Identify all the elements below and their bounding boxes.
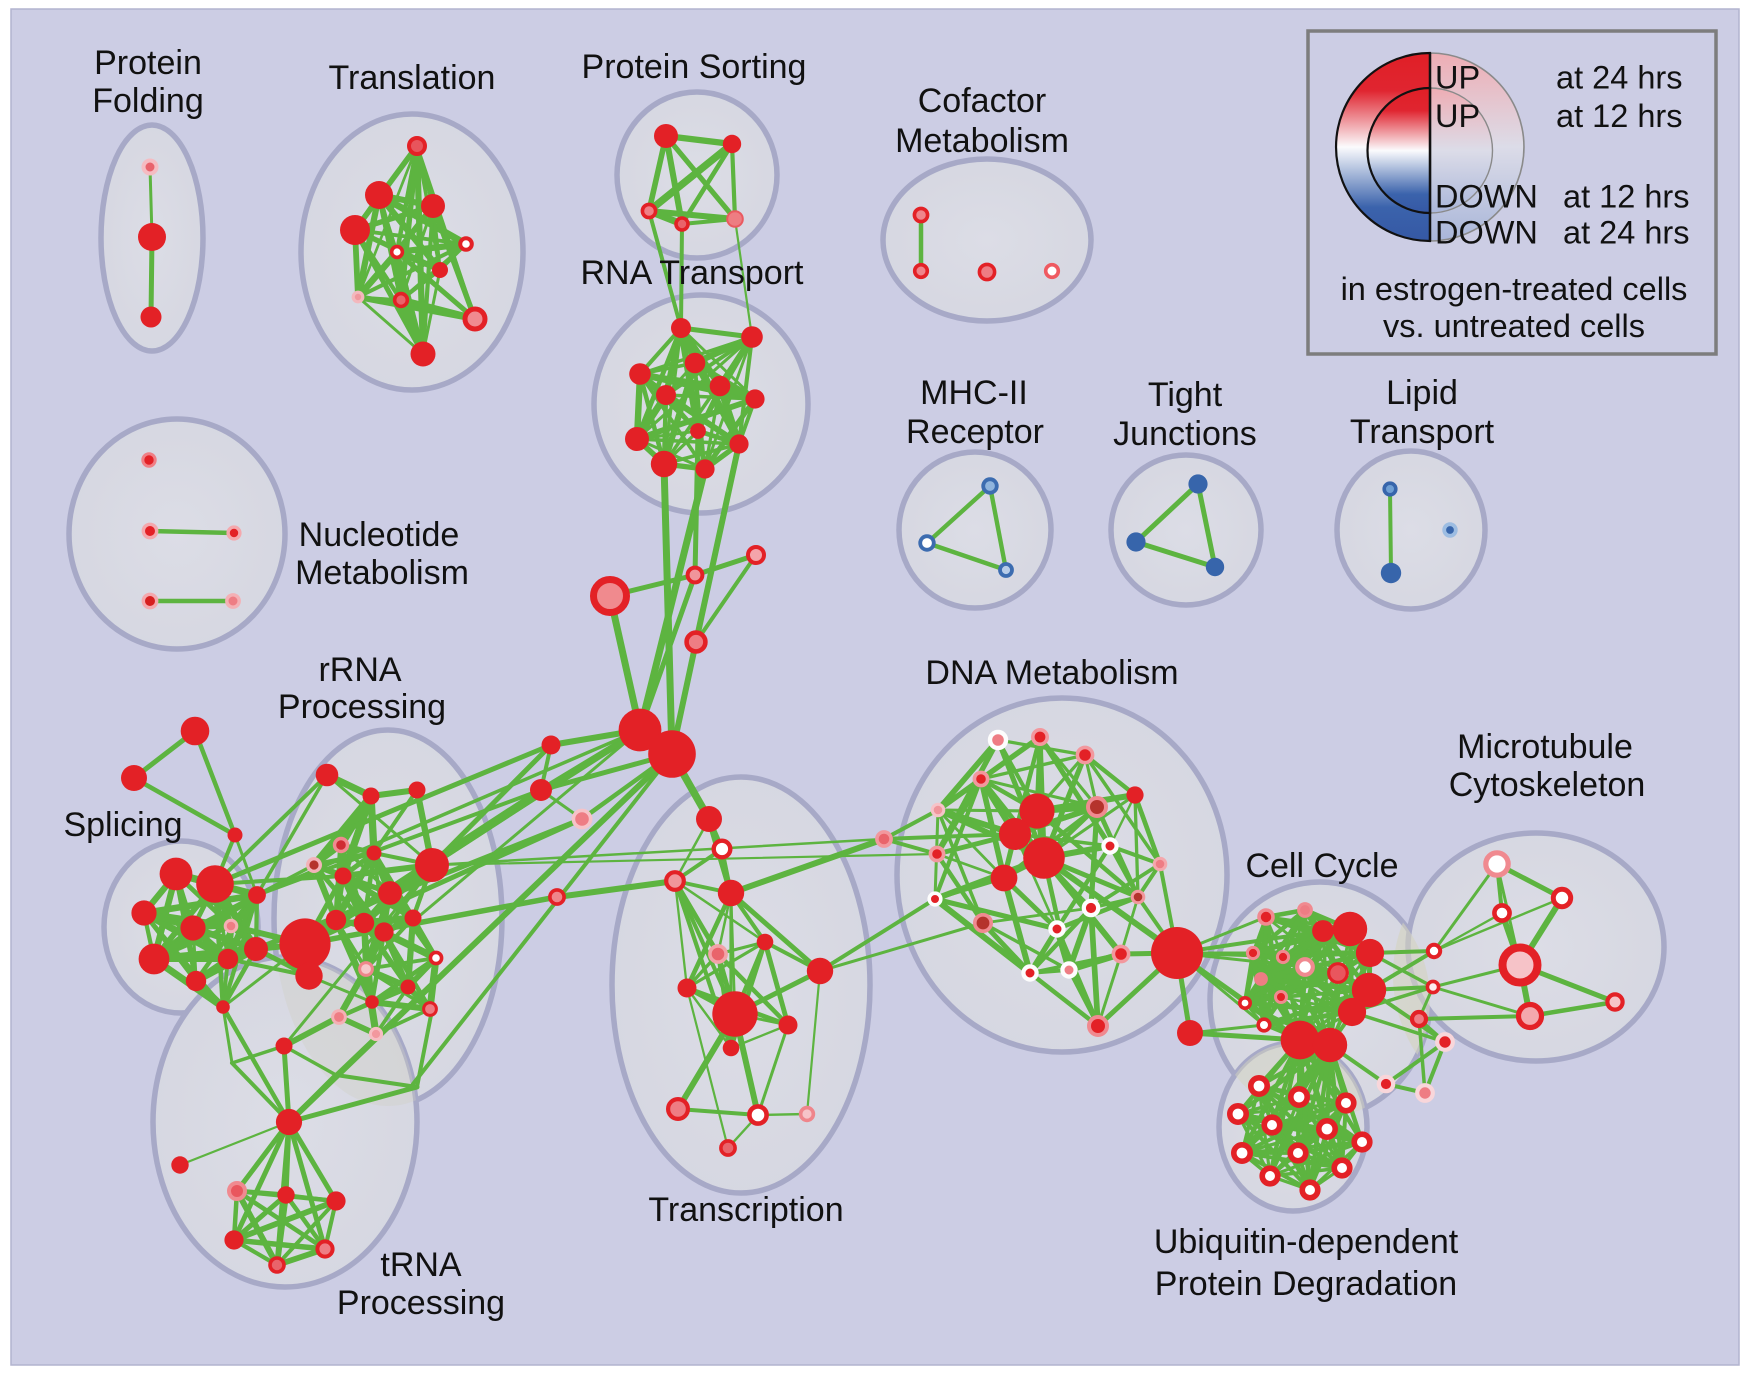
svg-text:Processing: Processing	[337, 1284, 505, 1322]
svg-text:Ubiquitin-dependent: Ubiquitin-dependent	[1154, 1223, 1459, 1261]
svg-text:Transport: Transport	[1350, 413, 1495, 451]
svg-text:Lipid: Lipid	[1386, 374, 1458, 412]
svg-text:vs. untreated cells: vs. untreated cells	[1383, 308, 1645, 344]
svg-text:Nucleotide: Nucleotide	[299, 516, 460, 554]
svg-text:Processing: Processing	[278, 688, 446, 726]
svg-text:Receptor: Receptor	[906, 413, 1044, 451]
svg-text:UP: UP	[1435, 60, 1480, 96]
svg-text:Cofactor: Cofactor	[918, 82, 1047, 120]
svg-text:Translation: Translation	[329, 59, 496, 97]
svg-text:Transcription: Transcription	[648, 1191, 843, 1229]
svg-text:rRNA: rRNA	[318, 651, 401, 689]
svg-text:DNA Metabolism: DNA Metabolism	[925, 654, 1178, 692]
svg-text:DOWN: DOWN	[1435, 179, 1538, 215]
svg-text:UP: UP	[1435, 98, 1480, 134]
svg-text:at 12 hrs: at 12 hrs	[1563, 179, 1689, 215]
svg-text:Cytoskeleton: Cytoskeleton	[1449, 766, 1646, 804]
svg-text:Protein: Protein	[94, 44, 202, 82]
svg-text:Microtubule: Microtubule	[1457, 728, 1633, 766]
svg-text:MHC-II: MHC-II	[920, 374, 1028, 412]
svg-text:DOWN: DOWN	[1435, 215, 1538, 251]
svg-text:in estrogen-treated cells: in estrogen-treated cells	[1341, 271, 1688, 307]
svg-text:Metabolism: Metabolism	[895, 122, 1069, 160]
svg-text:Folding: Folding	[92, 82, 204, 120]
svg-text:Splicing: Splicing	[63, 806, 182, 844]
svg-text:at 24 hrs: at 24 hrs	[1563, 215, 1689, 251]
svg-text:Protein Sorting: Protein Sorting	[582, 48, 807, 86]
svg-text:Cell Cycle: Cell Cycle	[1245, 847, 1398, 885]
svg-text:at 24 hrs: at 24 hrs	[1556, 60, 1682, 96]
svg-text:RNA Transport: RNA Transport	[581, 254, 805, 292]
svg-text:Protein Degradation: Protein Degradation	[1155, 1265, 1457, 1303]
svg-text:Metabolism: Metabolism	[295, 554, 469, 592]
svg-text:Junctions: Junctions	[1113, 415, 1257, 453]
svg-text:at 12 hrs: at 12 hrs	[1556, 98, 1682, 134]
svg-text:Tight: Tight	[1148, 376, 1223, 414]
svg-text:tRNA: tRNA	[380, 1246, 462, 1284]
